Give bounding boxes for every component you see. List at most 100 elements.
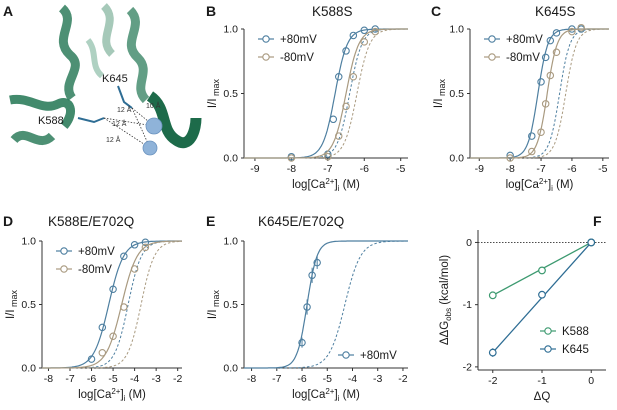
fit-curve-minus80 — [42, 240, 182, 369]
x-tick-label: -3 — [151, 373, 160, 385]
data-point — [329, 115, 338, 124]
x-tick-label: -4 — [348, 373, 357, 385]
data-point — [537, 128, 545, 136]
fit-curve-plus80 — [42, 240, 182, 369]
data-point — [552, 29, 561, 37]
y-tick-label: 0.5 — [223, 88, 238, 100]
legend-label: +80mV — [360, 350, 397, 362]
legend-label: -80mV — [78, 264, 112, 276]
helix-ribbon — [9, 94, 75, 129]
x-tick-label: -8 — [287, 163, 296, 175]
y-tick-label: 0.0 — [21, 363, 36, 375]
data-point — [98, 349, 107, 357]
data-point — [335, 132, 343, 140]
panel-letter: C — [431, 3, 441, 19]
data-point — [587, 238, 596, 247]
x-tick-label: -8 — [505, 163, 514, 175]
data-point — [541, 100, 550, 108]
legend-marker — [544, 345, 552, 353]
fit-curve-plus80 — [244, 240, 408, 369]
data-point — [120, 303, 128, 311]
legend-marker — [488, 35, 496, 43]
y-tick-label: 0.5 — [21, 299, 36, 311]
data-point — [342, 102, 350, 111]
k645-sidechain — [117, 85, 133, 109]
data-point — [335, 72, 343, 81]
reference-fit-curve — [244, 28, 408, 159]
x-axis-label: log[Ca2+]i (M) — [292, 387, 360, 403]
reference-fit-curve — [42, 240, 182, 369]
fit-curve-plus80 — [470, 28, 609, 159]
data-point — [546, 71, 555, 80]
residue-label-k645: K645 — [102, 73, 128, 85]
data-point — [324, 152, 332, 161]
legend-marker — [488, 53, 496, 61]
x-tick-label: -8 — [247, 373, 256, 385]
y-tick-label: -1 — [463, 299, 472, 311]
y-tick-label: 0.5 — [223, 299, 238, 311]
x-axis-label: log[Ca2+]i (M) — [292, 177, 360, 193]
x-tick-label: -5 — [598, 163, 607, 175]
distance-label: 12 Å — [106, 135, 121, 144]
data-point — [120, 252, 128, 260]
y-tick-label: 0 — [466, 237, 472, 249]
data-point — [313, 258, 321, 267]
y-tick-label: 0.5 — [449, 88, 464, 100]
y-tick-label: 1.0 — [223, 24, 238, 36]
fit-curve-minus80 — [470, 28, 609, 159]
data-point — [506, 151, 514, 160]
x-tick-label: -7 — [272, 373, 281, 385]
x-tick-label: -2 — [488, 375, 497, 387]
x-tick-label: -7 — [536, 163, 545, 175]
x-tick-label: -3 — [373, 373, 382, 385]
data-point — [528, 132, 536, 140]
helix-ribbon — [100, 3, 116, 57]
x-tick-label: -9 — [250, 163, 259, 175]
x-tick-label: -5 — [323, 373, 332, 385]
y-tick-label: 0.0 — [223, 363, 238, 375]
y-tick-label: 1.0 — [449, 24, 464, 36]
helix-ribbon — [58, 4, 80, 101]
distance-line — [103, 117, 155, 127]
data-point — [303, 303, 311, 311]
data-point — [541, 53, 550, 62]
helix-ribbon — [85, 38, 105, 79]
chart-title: K645E/E702Q — [258, 214, 344, 229]
data-point — [287, 154, 296, 162]
legend-marker — [262, 53, 270, 61]
reference-fit-curve — [244, 240, 408, 369]
calcium-ion — [145, 117, 163, 135]
panel-a-structure: A K645 K588 12 Å 10 Å 12 Å 12 Å — [3, 3, 202, 156]
chart-panel-c: C K645S -9 -8 -7 -6 -5 0.0 0.5 1.0 log[Ca2+]i (M) I… — [431, 3, 610, 193]
x-tick-label: -4 — [130, 373, 139, 385]
chart-panel-b: B K588S -9 -8 -7 -6 -5 0.0 0.5 1.0 log[Ca2+]i (M) I… — [206, 3, 409, 193]
distance-label: 12 Å — [112, 119, 127, 128]
legend-label: K645 — [562, 344, 589, 356]
chart-title: K588S — [312, 4, 353, 19]
legend-label: -80mV — [280, 52, 314, 64]
data-point — [488, 348, 497, 357]
legend-label: +80mV — [78, 246, 115, 258]
y-tick-label: -2 — [463, 361, 472, 373]
data-point — [506, 154, 514, 162]
data-point — [130, 241, 139, 249]
data-point — [538, 266, 546, 275]
data-point — [130, 265, 139, 273]
y-axis-label: I/I max — [207, 78, 221, 108]
x-tick-label: -6 — [360, 163, 369, 175]
data-point — [141, 238, 150, 247]
x-tick-label: -6 — [297, 373, 306, 385]
x-tick-label: -7 — [65, 373, 74, 385]
legend-label: -80mV — [506, 52, 540, 64]
distance-label: 10 Å — [146, 101, 161, 110]
data-point — [87, 355, 96, 363]
data-point — [577, 23, 585, 32]
x-tick-label: -8 — [44, 373, 53, 385]
x-axis-label: log[Ca2+]i (M) — [506, 177, 574, 193]
y-tick-label: 1.0 — [223, 236, 238, 248]
legend-marker — [262, 35, 270, 43]
x-tick-label: -5 — [396, 163, 405, 175]
data-point — [371, 27, 379, 36]
chart-panel-f: F -2 -1 0 0 -1 -2 ΔQ ΔΔGobs (kcal/mol) K588 K645 — [439, 213, 606, 403]
